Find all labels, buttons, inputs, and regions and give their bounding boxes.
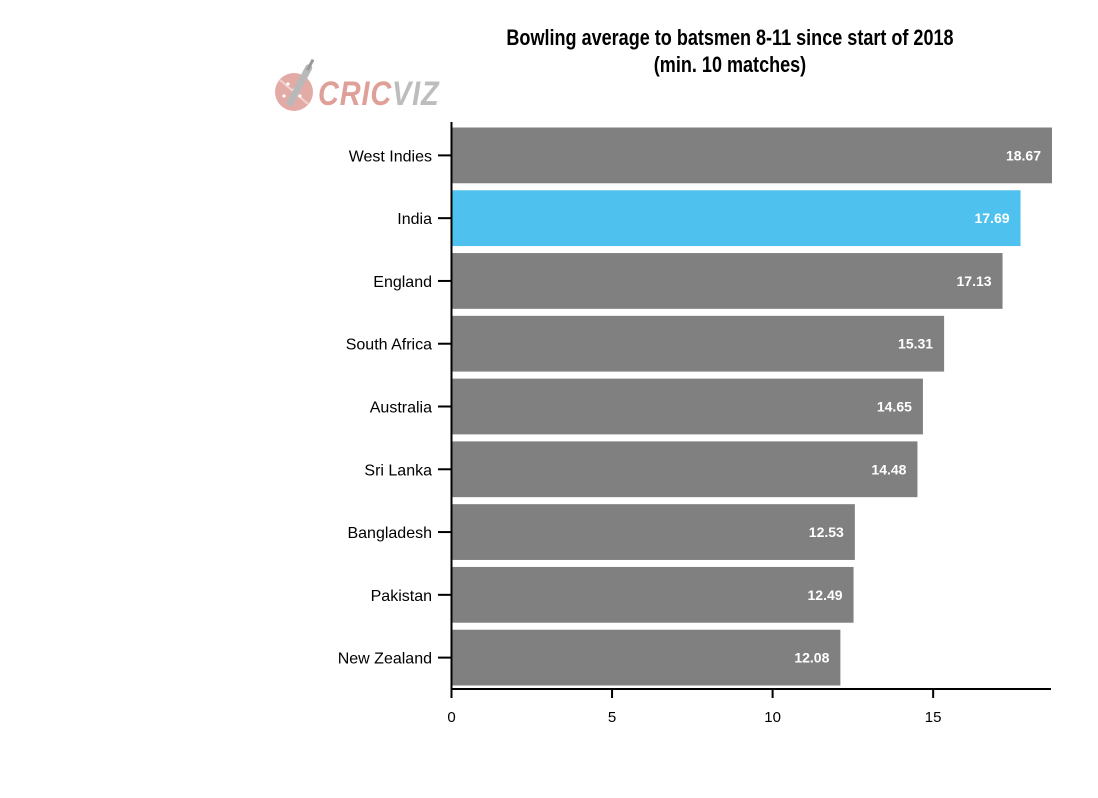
bar: [452, 127, 1052, 184]
bar-value-label: 17.13: [957, 273, 992, 289]
logo-text-viz: VIZ: [392, 75, 440, 113]
category-label: India: [397, 211, 432, 228]
x-tick-label: 5: [608, 709, 616, 726]
cricviz-logo-text: CRICVIZ: [318, 74, 440, 114]
category-label: Sri Lanka: [364, 462, 432, 479]
cricviz-logo: [275, 58, 315, 111]
bar-value-label: 17.69: [974, 210, 1009, 226]
bar-value-label: 12.53: [809, 524, 844, 540]
bar: [452, 315, 945, 372]
bar: [452, 504, 855, 560]
category-label: Bangladesh: [347, 525, 432, 542]
bar-value-label: 12.49: [808, 587, 843, 603]
bar-value-label: 18.67: [1006, 147, 1041, 163]
bar: [452, 566, 854, 623]
category-label: Australia: [370, 400, 432, 417]
bar: [452, 441, 918, 498]
cricket-bat-icon: [286, 58, 315, 107]
x-tick-label: 0: [447, 709, 455, 726]
chart-title: Bowling average to batsmen 8-11 since st…: [506, 25, 954, 77]
bar: [452, 629, 841, 686]
bar: [452, 253, 1003, 309]
x-tick-label: 10: [764, 709, 781, 726]
bar-value-label: 14.48: [871, 461, 906, 477]
bar: [452, 378, 923, 435]
bar-value-label: 14.65: [877, 399, 912, 415]
category-label: Pakistan: [371, 588, 432, 605]
category-label: West Indies: [349, 148, 432, 165]
logo-text-cric: CRIC: [318, 75, 393, 113]
category-label: England: [373, 274, 432, 291]
x-tick-label: 15: [925, 709, 942, 726]
bar-value-label: 12.08: [794, 650, 829, 666]
category-label: South Africa: [346, 337, 432, 354]
bar-value-label: 15.31: [898, 336, 933, 352]
bar: [452, 190, 1021, 247]
category-label: New Zealand: [338, 651, 432, 668]
